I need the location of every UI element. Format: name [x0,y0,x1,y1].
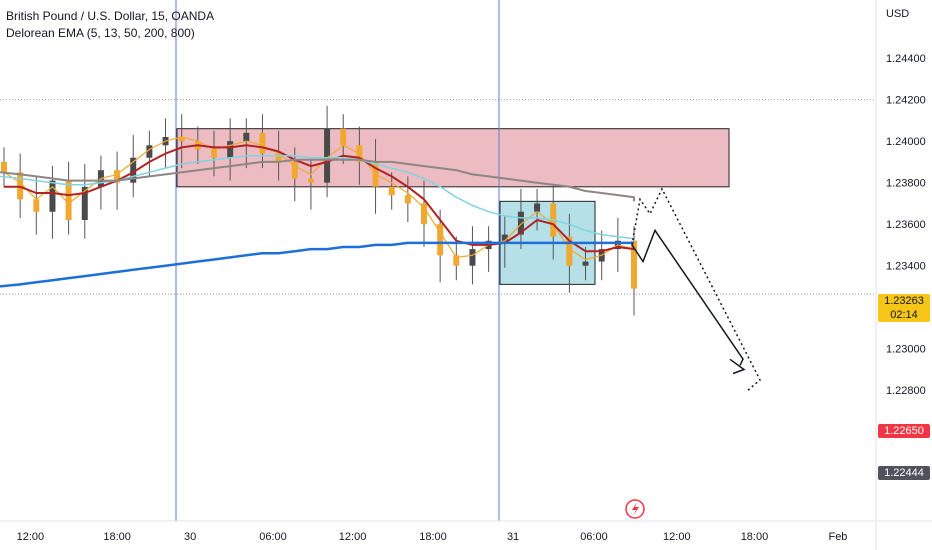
candle [17,153,24,218]
zones-layer [176,128,730,285]
candle [1,147,7,187]
candle [227,118,234,181]
projection-arrowhead [729,358,746,375]
candle-body [324,128,331,183]
candle-body [421,203,427,225]
candle-body [469,249,476,266]
candle-body [146,145,153,158]
countdown-value: 02:14 [890,309,918,321]
candle [130,134,137,198]
candle-body [1,161,7,173]
candle [517,188,524,250]
candle-body [631,240,637,289]
y-tick-label: 1.23400 [886,261,926,273]
level-lines [0,99,876,295]
candle-body [178,136,185,142]
candle-body [340,128,347,146]
projection-solid-path [631,228,744,366]
ema200-line [0,158,635,202]
candle-body [259,132,266,154]
y-tick-label: 1.24400 [886,53,926,65]
candle [582,247,589,281]
candle-body [566,236,573,266]
supply-zone [176,128,730,188]
candle-body [388,186,395,196]
candle [404,176,411,223]
current-price-badge: 1.23263 02:14 [878,294,930,322]
candle-body [243,132,250,142]
y-tick-label: 1.23000 [886,344,926,356]
ema13-line [4,144,635,253]
candle [259,114,266,169]
ema800-line [0,241,634,288]
candle-body [81,186,88,221]
candle-body [437,224,444,256]
candle [534,188,541,231]
candle-body [211,149,217,158]
candle-body [275,153,282,162]
candle [566,213,573,293]
candle-body [534,203,541,212]
candle [307,159,314,210]
candle-body [291,161,298,179]
y-tick-label: 1.23600 [886,219,926,231]
candle-body [501,234,508,241]
candles-layer [1,105,637,316]
red-level-badge: 1.22650 [878,424,930,438]
candle-body [227,141,234,158]
time-axis[interactable]: 12:00 18:00 30 06:00 12:00 18:00 31 06:00 12:00 1… [17,531,848,543]
candle [388,172,395,210]
candle [65,161,72,235]
x-tick-label: Feb [828,531,847,543]
candle-body [453,255,460,266]
candle-body [307,178,314,183]
ema50-line [0,154,635,240]
x-tick-label: 12:00 [339,531,367,543]
candle-body [404,195,411,204]
candle [81,163,88,239]
x-tick-label: 12:00 [17,531,45,543]
x-tick-label: 12:00 [663,531,691,543]
grey-level-badge: 1.22444 [878,466,930,480]
candle [243,118,250,169]
x-tick-label: 18:00 [741,531,769,543]
candle-body [65,180,72,221]
projection-layer [631,187,761,391]
indicator-title: Delorean EMA (5, 13, 50, 200, 800) [6,26,195,40]
y-tick-label: 1.24000 [886,136,926,148]
candle-body [130,157,137,183]
x-tick-label: 18:00 [419,531,447,543]
x-tick-label: 31 [507,531,519,543]
red-level-value: 1.22650 [884,425,924,437]
y-tick-label: 1.24200 [886,95,926,107]
x-tick-label: 30 [184,531,196,543]
candle [33,176,40,235]
candle-body [17,172,24,200]
symbol-title: British Pound / U.S. Dollar, 15, OANDA [6,9,215,23]
grey-level-value: 1.22444 [884,467,924,479]
candle [437,209,444,283]
candle-body [582,261,589,266]
y-tick-label: 1.22800 [886,385,926,397]
currency-label: USD [886,8,909,20]
candle-body [33,199,40,212]
candle-body [517,211,524,235]
session-lines [175,0,500,521]
candle-body [49,180,56,212]
candle [146,130,153,177]
candle [324,105,331,198]
x-tick-label: 06:00 [580,531,608,543]
candle-body [114,170,121,183]
x-tick-label: 06:00 [259,531,287,543]
lightning-icon[interactable] [625,499,645,519]
ema-lines [0,136,635,288]
x-tick-label: 18:00 [103,531,131,543]
candle [631,226,637,316]
candle [178,114,185,169]
y-tick-label: 1.23800 [886,178,926,190]
current-price-value: 1.23263 [884,295,924,307]
candle [421,180,427,248]
